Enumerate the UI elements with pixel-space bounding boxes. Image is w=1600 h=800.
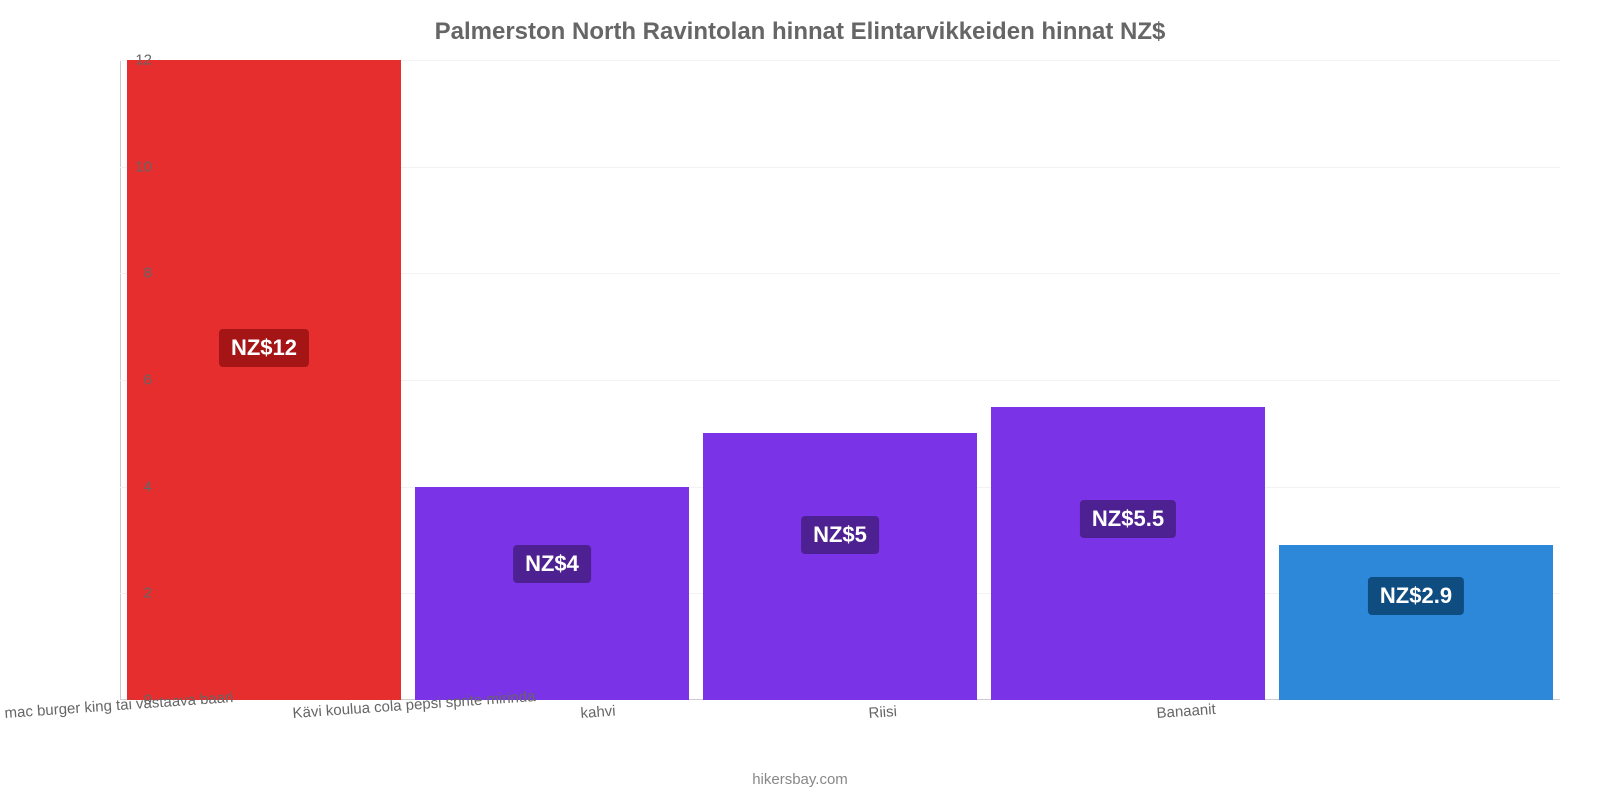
bar (1279, 545, 1553, 700)
chart-title: Palmerston North Ravintolan hinnat Elint… (0, 18, 1600, 46)
bar-value-label: NZ$5.5 (1080, 500, 1176, 538)
y-tick-label: 8 (92, 265, 152, 282)
y-tick-label: 12 (92, 52, 152, 69)
plot-area: NZ$12 NZ$4 NZ$5 NZ$5.5 NZ$2.9 (120, 60, 1560, 700)
bar (415, 487, 689, 700)
bar (703, 433, 977, 700)
bar-value-label: NZ$4 (513, 545, 591, 583)
y-tick-label: 4 (92, 478, 152, 495)
bar-value-label: NZ$12 (219, 329, 309, 367)
x-tick-label: Banaanit (1156, 701, 1216, 722)
bar-value-label: NZ$5 (801, 516, 879, 554)
bar (127, 60, 401, 700)
bar-value-label: NZ$2.9 (1368, 577, 1464, 615)
x-tick-label: Riisi (868, 703, 897, 722)
y-tick-label: 2 (92, 585, 152, 602)
x-tick-label: kahvi (580, 703, 616, 722)
y-tick-label: 10 (92, 158, 152, 175)
bar (991, 407, 1265, 700)
attribution-label: hikersbay.com (0, 771, 1600, 788)
y-tick-label: 6 (92, 372, 152, 389)
